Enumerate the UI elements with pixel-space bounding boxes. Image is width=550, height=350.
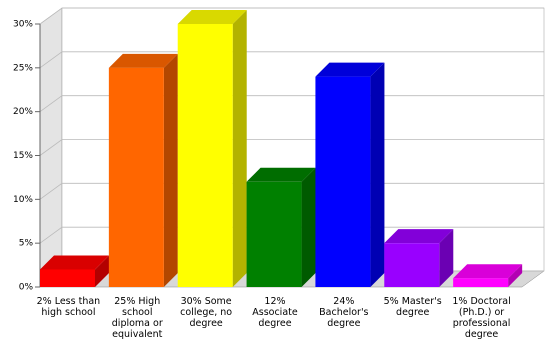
bar-top: [40, 255, 109, 270]
grid-line: [39, 7, 544, 25]
x-tick-label: 1% Doctoral (Ph.D.) or professional degr…: [452, 296, 511, 340]
y-tick-label: 5%: [19, 239, 34, 249]
y-tick-label: 0%: [19, 283, 34, 293]
grid-line: [39, 51, 544, 69]
y-tick-label: 15%: [13, 151, 33, 161]
bar-side: [163, 53, 178, 288]
bar-side: [439, 229, 454, 287]
y-tick-label: 25%: [13, 63, 33, 73]
bar-top: [453, 264, 523, 279]
bar-top: [315, 62, 385, 77]
x-tick-label: 12% Associate degree: [252, 296, 298, 329]
bar-side: [232, 10, 247, 287]
y-tick-label: 10%: [13, 195, 33, 205]
x-tick-label: 24% Bachelor's degree: [319, 296, 369, 329]
bar: [315, 76, 371, 287]
bar-side: [508, 264, 523, 287]
bar-top: [108, 53, 178, 68]
y-tick-label: 20%: [13, 107, 33, 117]
bar-top: [246, 167, 316, 182]
x-tick-label: 30% Some college, no degree: [180, 296, 233, 329]
bar: [108, 67, 164, 287]
bar-side: [301, 167, 316, 287]
bar-top: [177, 10, 247, 24]
bar-side: [370, 62, 385, 287]
x-tick-label: 25% High school diploma or equivalent: [111, 296, 163, 340]
x-tick-label: 2% Less than high school: [36, 296, 101, 318]
bar-side: [95, 255, 109, 287]
bar: [453, 278, 509, 287]
bar: [40, 269, 95, 287]
bar-top: [384, 229, 454, 244]
bar: [384, 243, 440, 287]
bar: [177, 24, 233, 287]
y-tick-label: 30%: [13, 20, 33, 30]
bar: [246, 181, 302, 287]
x-tick-label: 5% Master's degree: [383, 296, 442, 318]
